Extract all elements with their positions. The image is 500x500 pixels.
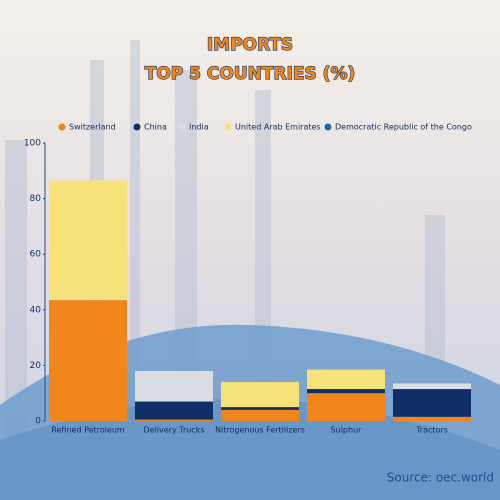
bar-segment: [49, 180, 127, 299]
y-tick-label: 0: [35, 417, 41, 427]
y-tick-label: 60: [30, 250, 42, 260]
chart-subtitle: TOP 5 COUNTRIES (%): [145, 64, 356, 84]
bar-segment: [49, 298, 127, 301]
x-tick-label: Delivery Trucks: [143, 426, 204, 435]
source: Source: oec.world: [387, 471, 494, 485]
chart-title: IMPORTS: [207, 35, 293, 55]
bar-segment: [221, 382, 299, 408]
y-tick-label: 20: [30, 361, 42, 371]
x-tick-label: Tractors: [415, 426, 448, 435]
bar-segment: [221, 409, 299, 421]
bar-segment: [135, 370, 213, 402]
legend-label: India: [189, 123, 209, 132]
bar-segment: [135, 419, 213, 421]
bar-segment: [307, 393, 385, 421]
bar-segment: [307, 369, 385, 390]
legend-label: United Arab Emirates: [235, 123, 321, 132]
x-tick-label: Refined Petroleum: [51, 426, 125, 435]
bar-segment: [393, 416, 471, 421]
legend-label: Switzerland: [69, 123, 116, 132]
x-tick-label: Sulphur: [331, 426, 363, 435]
bar-segment: [221, 407, 299, 410]
legend-marker: [178, 123, 186, 131]
legend-label: China: [144, 123, 167, 132]
legend-marker: [224, 123, 232, 131]
bar-segment: [135, 401, 213, 420]
legend-label: Democratic Republic of the Congo: [335, 123, 472, 132]
bar-segment: [49, 300, 127, 421]
bar-segment: [393, 389, 471, 417]
bar-segment: [393, 383, 471, 390]
x-tick-label: Nitrogenous Fertilizers: [215, 426, 305, 435]
y-tick-label: 40: [30, 305, 42, 315]
wave: [0, 398, 500, 500]
bar-segment: [307, 389, 385, 394]
y-tick-label: 80: [30, 194, 42, 204]
y-tick-label: 100: [24, 139, 41, 149]
legend-marker: [133, 123, 141, 131]
legend-marker: [58, 123, 66, 131]
legend-marker: [324, 123, 332, 131]
